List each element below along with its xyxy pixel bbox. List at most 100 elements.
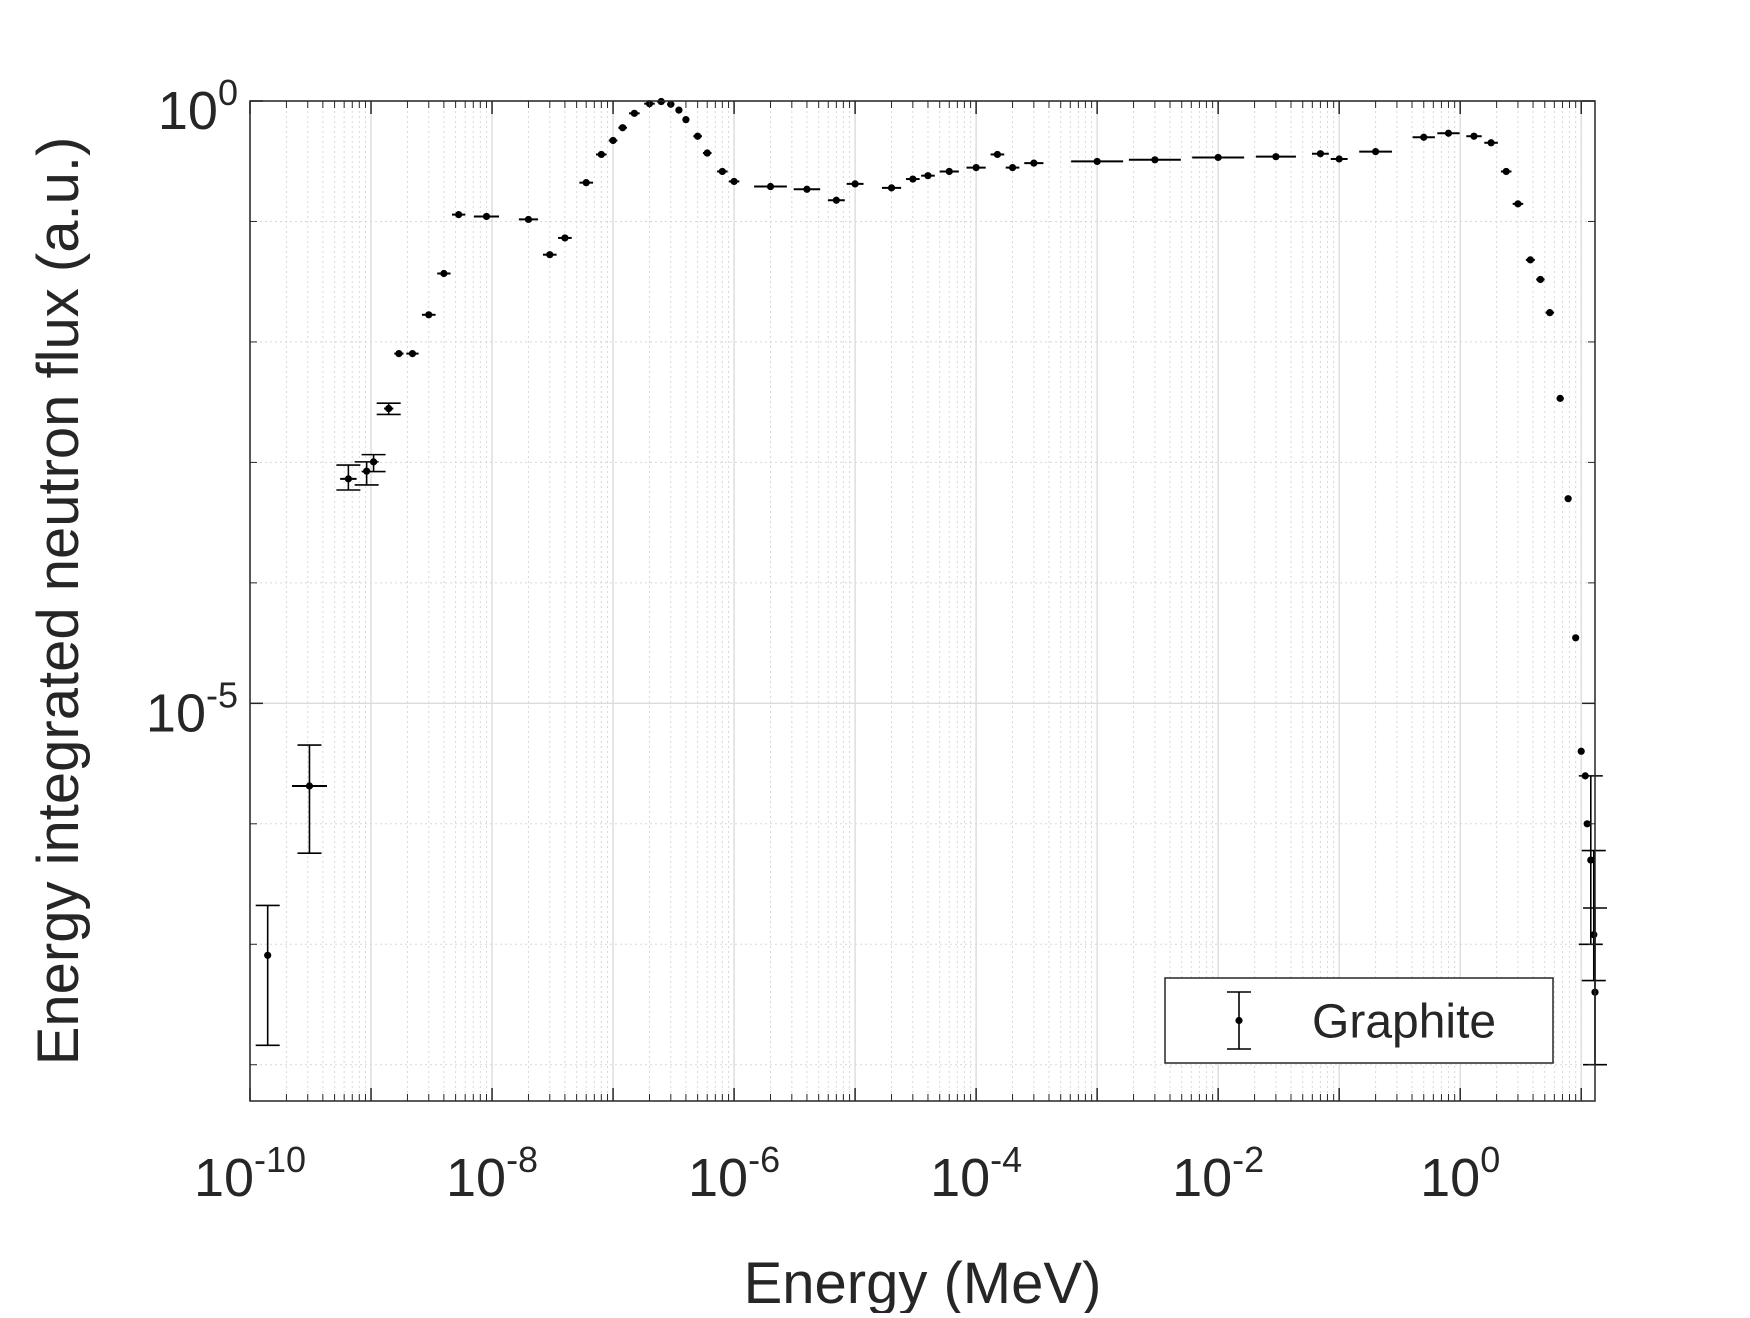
data-marker [408, 350, 417, 358]
axis-ticks [249, 100, 1595, 1101]
data-point [754, 182, 787, 191]
data-marker [1502, 167, 1510, 176]
legend-marker [1227, 991, 1251, 1050]
data-point [394, 350, 404, 358]
data-marker [1564, 495, 1572, 503]
data-point [1564, 495, 1572, 503]
data-marker [924, 172, 932, 180]
data-point [376, 402, 401, 416]
data-marker [369, 458, 378, 466]
legend: Graphite [1164, 977, 1554, 1064]
data-point [728, 177, 740, 186]
x-tick-label: 10-2 [1172, 1139, 1264, 1208]
data-point [1192, 153, 1245, 162]
data-marker [582, 179, 590, 187]
data-marker [1556, 394, 1564, 402]
data-point [608, 136, 618, 145]
data-point [1572, 634, 1580, 642]
data-marker [630, 109, 638, 117]
data-point [702, 149, 712, 157]
data-point [1500, 167, 1512, 176]
data-marker [1093, 157, 1101, 166]
data-point [618, 124, 627, 132]
data-point [1255, 153, 1296, 161]
data-point [1330, 155, 1348, 163]
data-marker [972, 163, 980, 172]
data-point [421, 311, 436, 319]
data-point [1466, 132, 1482, 140]
data-point [406, 350, 419, 358]
data-marker [1536, 275, 1544, 284]
data-point [1359, 148, 1392, 156]
data-point [990, 150, 1005, 159]
data-marker [851, 180, 859, 188]
data-marker [1487, 139, 1495, 147]
data-marker [1008, 163, 1017, 172]
x-tick-label: 10-6 [688, 1139, 780, 1208]
data-marker [1316, 150, 1325, 158]
data-point [1577, 747, 1585, 755]
data-point [291, 744, 327, 855]
data-marker [1526, 256, 1534, 264]
data-marker [524, 215, 533, 224]
data-point [1437, 129, 1460, 137]
data-marker [1030, 159, 1038, 167]
data-point [682, 116, 690, 124]
data-marker [425, 311, 433, 319]
data-marker [1272, 153, 1280, 161]
data-point [1071, 157, 1124, 166]
data-point [255, 904, 280, 1047]
data-point [1484, 139, 1498, 147]
data-point [473, 212, 500, 221]
plot-frame [249, 100, 1596, 1102]
data-point [921, 172, 935, 180]
data-point [966, 163, 986, 172]
legend-point [1235, 1016, 1243, 1025]
data-marker [803, 185, 811, 193]
data-point [437, 269, 451, 278]
data-marker [1444, 129, 1453, 137]
data-marker [1151, 156, 1159, 164]
data-marker [1470, 132, 1478, 140]
data-marker [1546, 309, 1554, 317]
data-marker [1590, 931, 1598, 939]
y-tick-label: 10-5 [146, 674, 238, 743]
data-marker [887, 184, 896, 192]
data-point [1128, 156, 1181, 164]
data-marker [482, 212, 491, 221]
data-marker [1583, 820, 1591, 828]
data-marker [546, 251, 554, 259]
data-marker [682, 116, 690, 124]
y-tick-labels: 10-5 100 [146, 72, 238, 743]
data-marker [1514, 200, 1522, 208]
x-axis-label: Energy (MeV) [744, 1251, 1102, 1313]
data-marker [766, 182, 775, 191]
data-point [1536, 275, 1545, 284]
data-point [1412, 133, 1435, 141]
data-point [518, 215, 539, 224]
data-marker [597, 150, 605, 159]
data-marker [395, 350, 403, 358]
data-marker [909, 175, 917, 183]
data-marker [703, 149, 711, 157]
data-point [579, 179, 594, 187]
legend-label-graphite: Graphite [1312, 996, 1496, 1049]
data-marker [694, 132, 702, 140]
x-tick-label: 10-10 [194, 1139, 306, 1208]
data-marker [1587, 856, 1595, 864]
data-point [1583, 820, 1591, 828]
data-point [1512, 200, 1524, 208]
data-marker [619, 124, 627, 132]
x-tick-label: 100 [1420, 1139, 1500, 1208]
data-point [827, 196, 845, 204]
x-tick-label: 10-4 [930, 1139, 1022, 1208]
data-point [361, 453, 386, 473]
data-marker [1372, 148, 1380, 156]
data-point [629, 109, 640, 117]
data-marker [730, 177, 738, 186]
y-tick-label: 100 [158, 72, 238, 141]
y-axis-label: Energy integrated neutron flux (a.u.) [26, 137, 91, 1066]
data-point [675, 106, 683, 114]
